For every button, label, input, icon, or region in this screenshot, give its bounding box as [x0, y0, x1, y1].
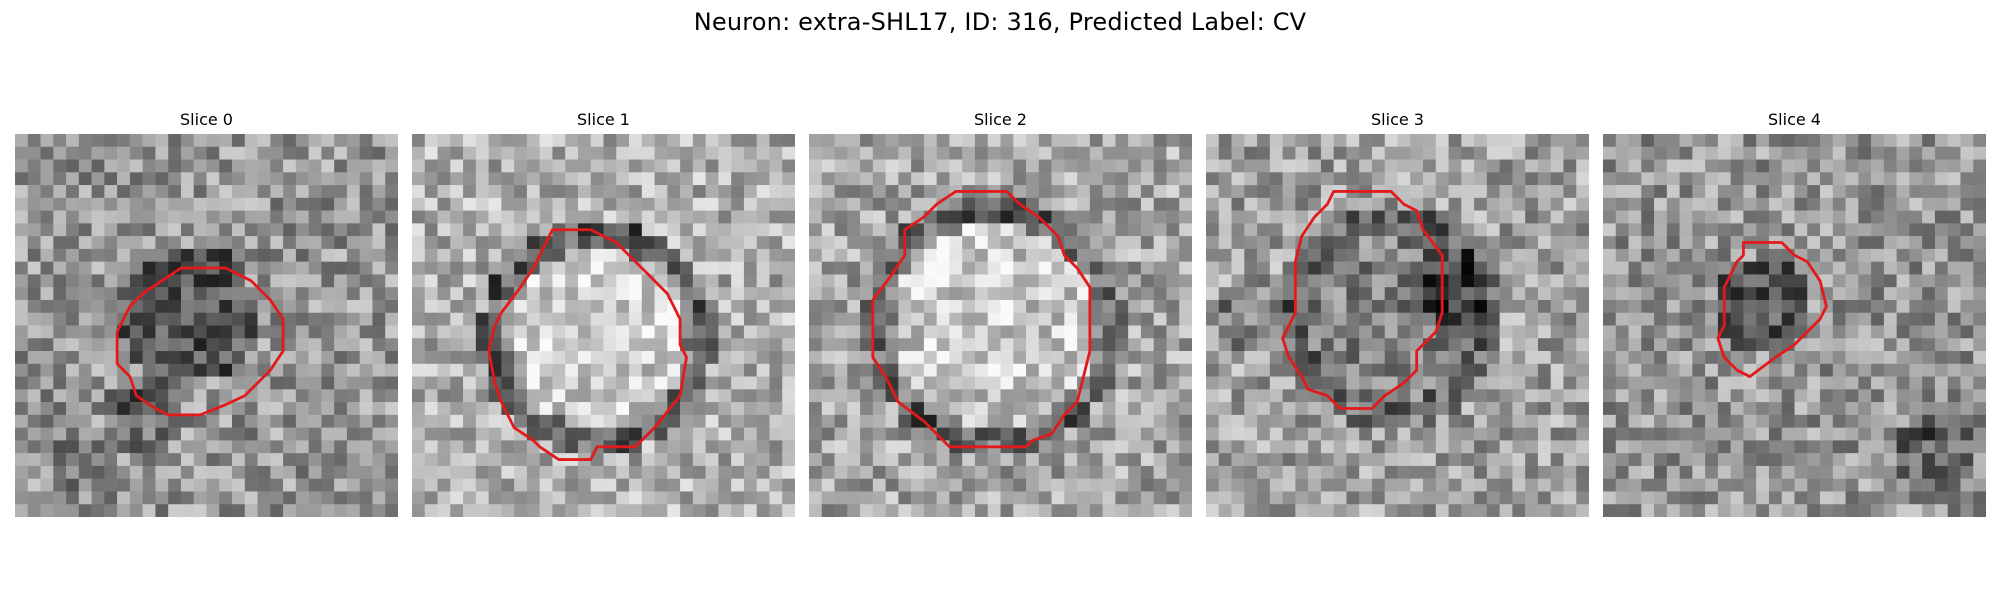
slice-title: Slice 3	[1371, 110, 1424, 129]
cell-contour-outline	[1716, 241, 1828, 378]
slice-title: Slice 1	[577, 110, 630, 129]
slice-panel-1: Slice 1	[412, 108, 795, 517]
cell-contour-outline	[1281, 190, 1444, 410]
slice-title: Slice 4	[1768, 110, 1821, 129]
cell-contour-outline	[871, 190, 1092, 449]
cell-contour-outline	[115, 266, 285, 417]
slice-panel-3: Slice 3	[1206, 108, 1589, 517]
figure-title: Neuron: extra-SHL17, ID: 316, Predicted …	[693, 8, 1307, 36]
slice-image	[1603, 134, 1986, 517]
slice-title: Slice 0	[180, 110, 233, 129]
slice-panel-2: Slice 2	[809, 108, 1192, 517]
slice-title: Slice 2	[974, 110, 1027, 129]
slice-image	[809, 134, 1192, 517]
slice-image	[412, 134, 795, 517]
slice-image	[1206, 134, 1589, 517]
slice-panel-4: Slice 4	[1603, 108, 1986, 517]
slice-panel-0: Slice 0	[15, 108, 398, 517]
slice-image	[15, 134, 398, 517]
cell-contour-outline	[487, 228, 688, 461]
